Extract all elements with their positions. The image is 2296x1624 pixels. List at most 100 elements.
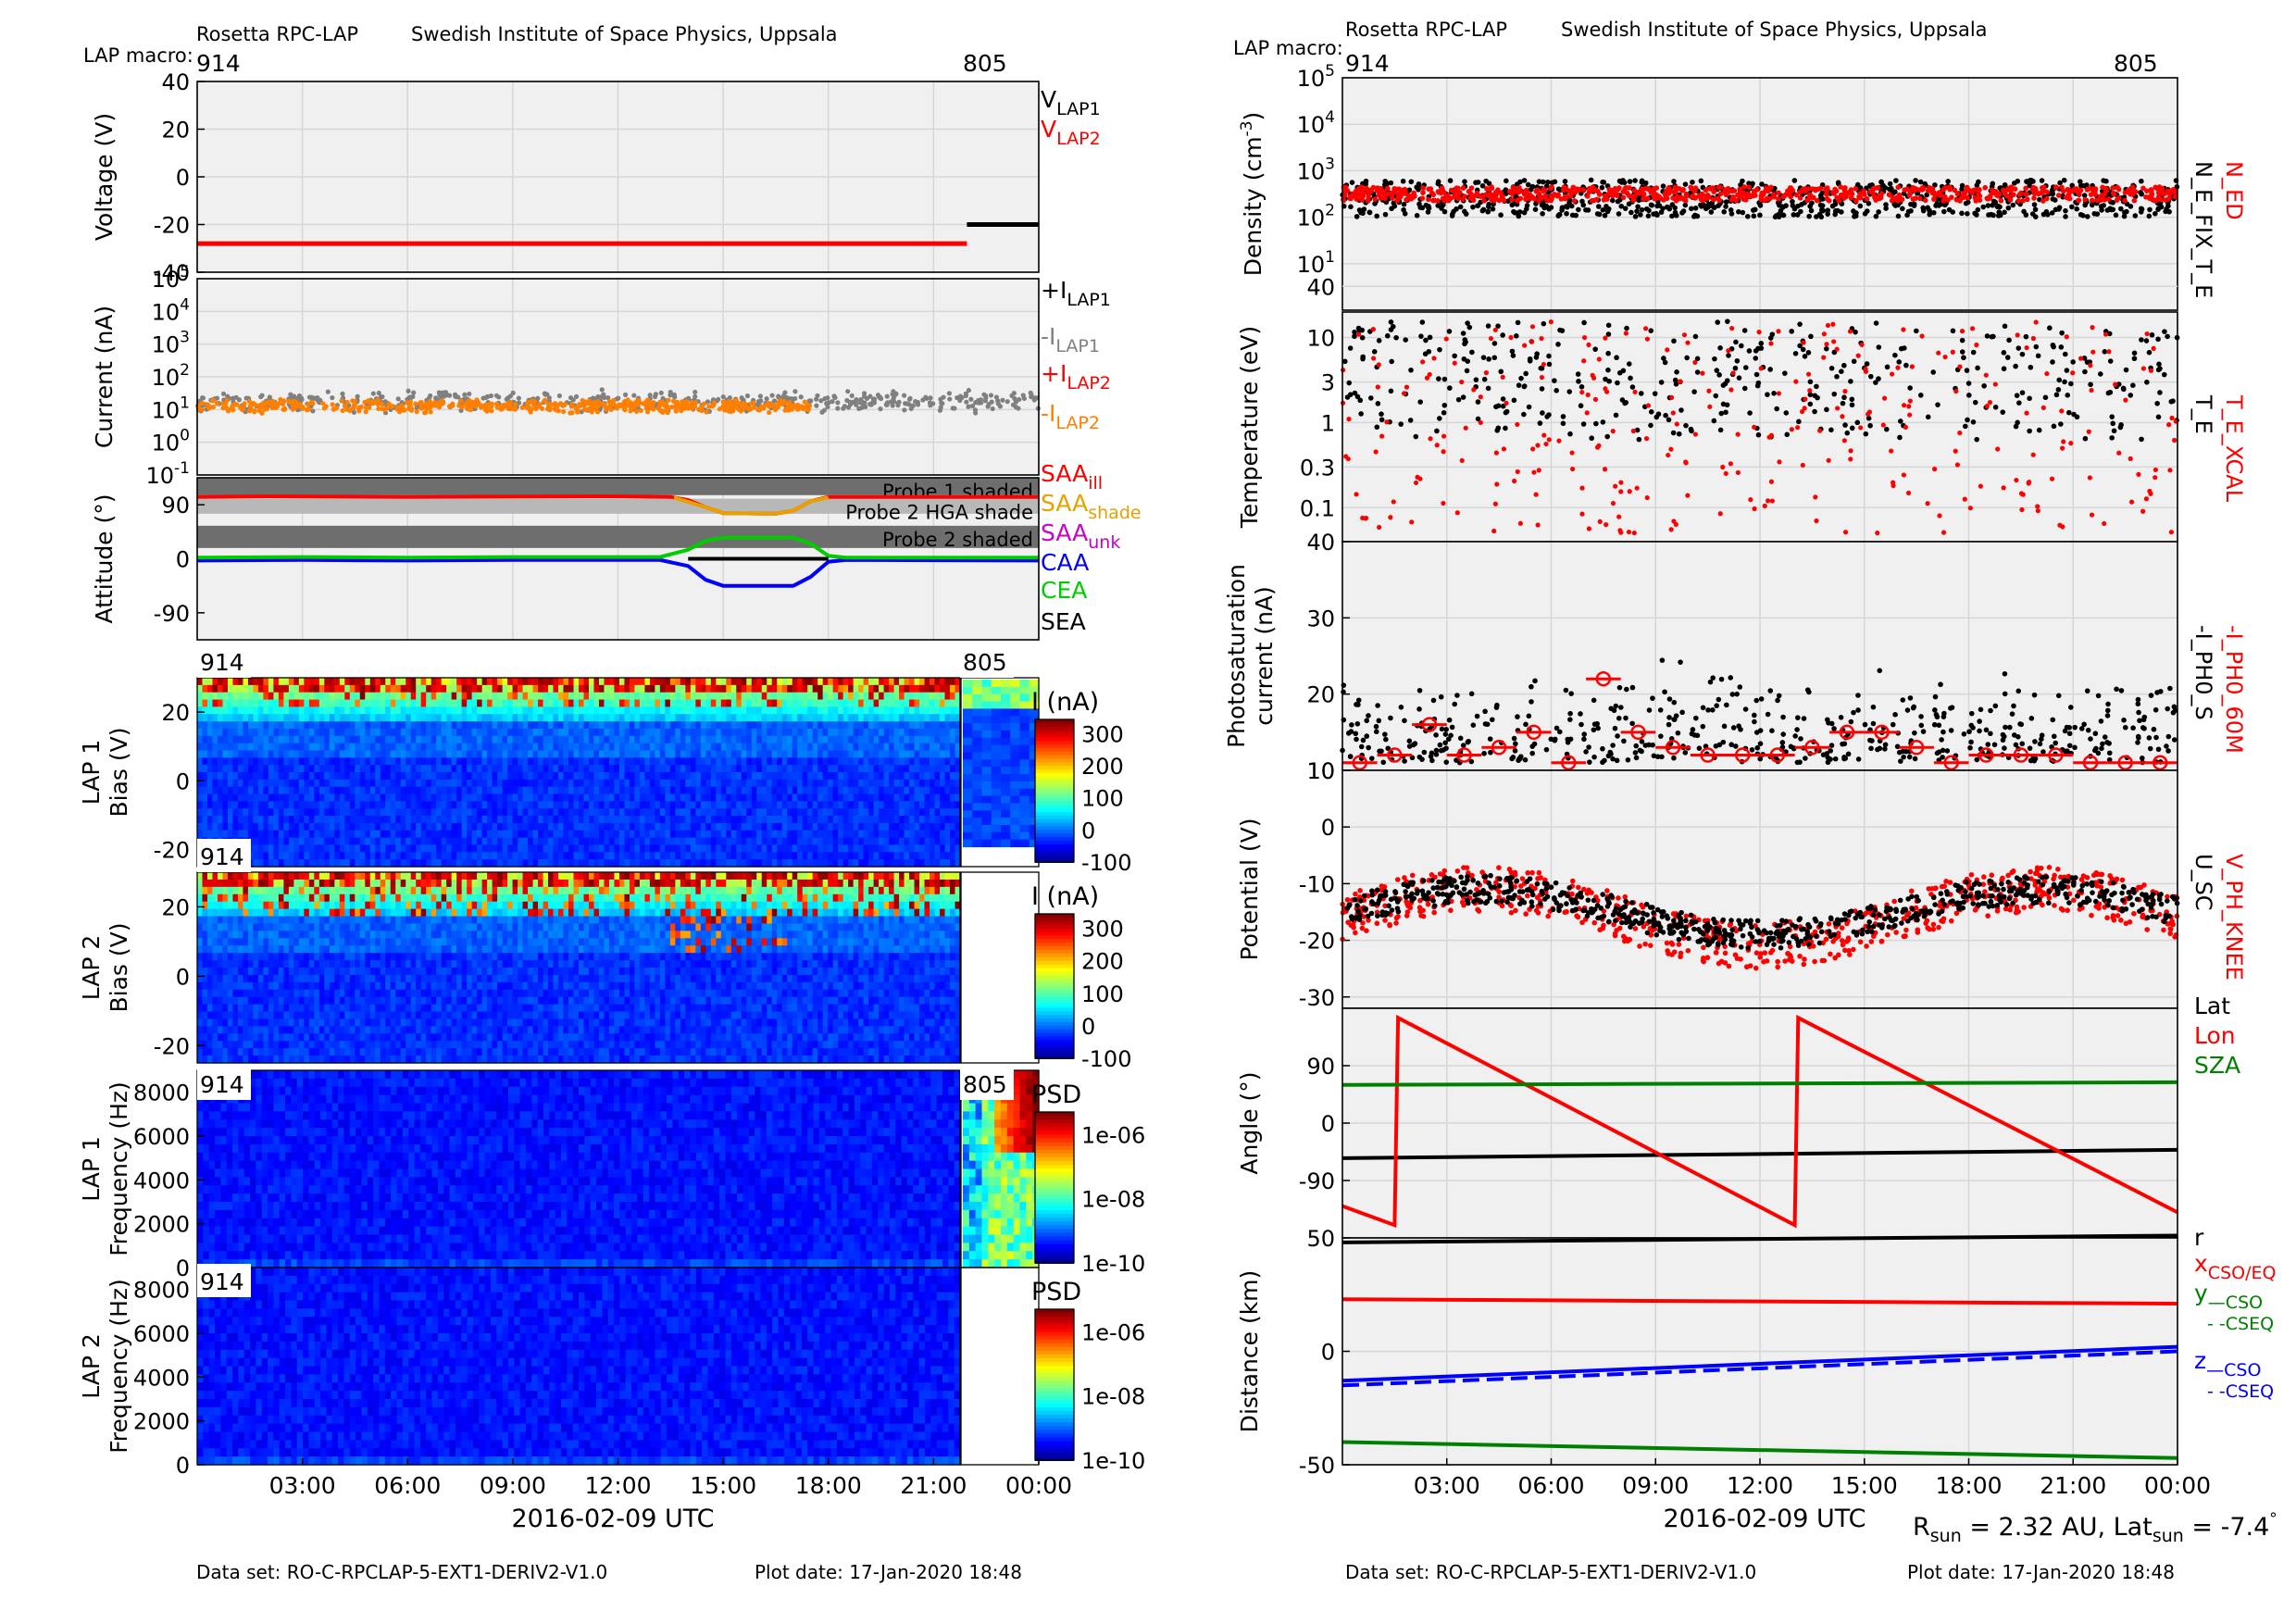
heatmap-cell: [726, 757, 732, 766]
current-point: [428, 404, 433, 409]
heatmap-cell: [451, 692, 457, 701]
heatmap-cell: [318, 757, 325, 766]
heatmap-cell: [828, 779, 834, 788]
heatmap-cell: [197, 830, 204, 839]
heatmap-cell: [288, 852, 294, 860]
current-point: [781, 398, 787, 405]
heatmap-cell: [298, 678, 305, 686]
heatmap-cell: [563, 772, 569, 781]
heatmap-cell: [243, 830, 249, 839]
heatmap-cell: [649, 801, 655, 809]
heatmap-cell: [771, 678, 778, 686]
heatmap-cell: [339, 844, 345, 853]
heatmap-cell: [283, 844, 290, 853]
heatmap-cell: [390, 786, 396, 795]
heatmap-cell: [924, 750, 930, 758]
heatmap-cell: [212, 808, 218, 817]
heatmap-cell: [598, 793, 605, 802]
heatmap-cell: [430, 678, 437, 686]
heatmap-cell: [314, 859, 320, 868]
current-point: [343, 404, 348, 409]
heatmap-cell: [781, 852, 788, 860]
heatmap-cell: [863, 743, 869, 752]
heatmap-cell: [344, 844, 351, 853]
current-point: [258, 404, 264, 409]
heatmap-cell: [298, 844, 305, 853]
heatmap-cell: [812, 692, 818, 701]
heatmap-cell: [451, 816, 457, 824]
heatmap-cell: [777, 844, 783, 853]
heatmap-cell: [522, 743, 529, 752]
heatmap-cell: [349, 772, 356, 781]
heatmap-cell: [838, 837, 844, 846]
heatmap-cell: [807, 735, 814, 744]
heatmap-cell: [644, 699, 651, 707]
current-point: [356, 408, 362, 414]
heatmap-cell: [502, 692, 508, 701]
heatmap-cell: [339, 728, 345, 737]
heatmap-cell: [934, 757, 941, 766]
heatmap-cell: [329, 699, 335, 707]
heatmap-cell: [761, 793, 767, 802]
heatmap-cell: [883, 793, 890, 802]
heatmap-cell: [206, 714, 214, 722]
heatmap-cell: [781, 816, 788, 824]
heatmap-cell: [481, 844, 488, 853]
heatmap-cell: [426, 728, 432, 737]
heatmap-cell: [293, 859, 300, 868]
heatmap-cell: [593, 822, 600, 831]
heatmap-cell: [487, 765, 493, 773]
heatmap-cell: [283, 859, 290, 868]
heatmap-cell: [553, 750, 559, 758]
heatmap-cell: [416, 822, 422, 831]
heatmap-cell: [202, 822, 208, 831]
current-point: [966, 387, 972, 394]
heatmap-cell: [487, 816, 493, 824]
heatmap-cell: [410, 801, 417, 809]
heatmap-cell: [318, 699, 325, 707]
heatmap-cell: [400, 793, 406, 802]
heatmap-cell: [746, 757, 753, 766]
heatmap-cell: [518, 822, 524, 831]
current-point: [884, 400, 891, 406]
heatmap-cell: [700, 786, 706, 795]
heatmap-cell: [771, 808, 778, 817]
heatmap-cell: [481, 837, 488, 846]
heatmap-cell: [700, 721, 706, 730]
y-tick-label: 10-1: [146, 459, 191, 489]
heatmap-cell: [716, 822, 722, 831]
heatmap-cell: [883, 779, 890, 788]
heatmap-cell: [629, 837, 636, 846]
heatmap-cell: [268, 692, 274, 701]
heatmap-cell: [369, 822, 376, 831]
heatmap-cell: [771, 837, 778, 846]
heatmap-cell: [298, 816, 305, 824]
heatmap-cell: [355, 735, 361, 744]
heatmap-cell: [771, 728, 778, 737]
heatmap-cell: [227, 830, 234, 839]
heatmap-cell: [720, 801, 727, 809]
heatmap-cell: [802, 706, 808, 715]
current-point: [950, 406, 955, 411]
current-point: [296, 393, 303, 399]
heatmap-cell: [318, 859, 325, 868]
heatmap-cell: [283, 786, 290, 795]
heatmap-cell: [608, 765, 616, 773]
heatmap-cell: [518, 735, 524, 744]
heatmap-cell: [807, 678, 814, 686]
heatmap-cell: [477, 735, 483, 744]
heatmap-cell: [538, 765, 544, 773]
heatmap-cell: [222, 684, 229, 693]
heatmap-cell: [634, 757, 641, 766]
heatmap-cell: [629, 786, 636, 795]
heatmap-cell: [649, 852, 655, 860]
heatmap-cell: [212, 793, 218, 802]
heatmap-cell: [492, 714, 498, 722]
heatmap-cell: [308, 822, 315, 831]
heatmap-cell: [690, 844, 696, 853]
heatmap-cell: [359, 728, 366, 737]
heatmap-cell: [608, 808, 616, 817]
heatmap-cell: [879, 721, 885, 730]
heatmap-cell: [680, 728, 686, 737]
